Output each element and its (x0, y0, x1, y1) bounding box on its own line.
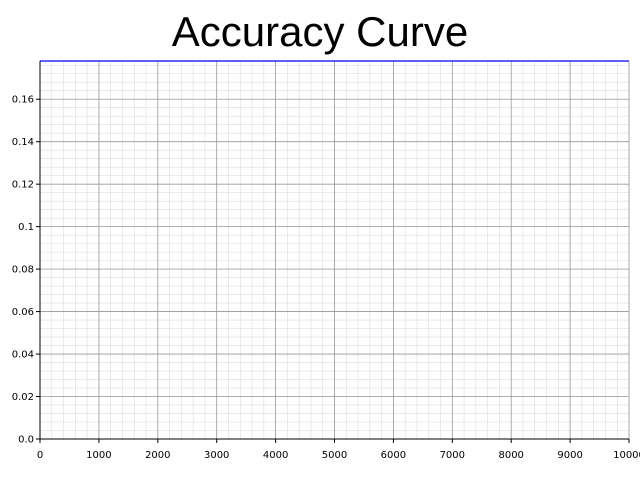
y-tick-label: 0.16 (12, 95, 34, 106)
y-tick-label: 0.12 (12, 180, 34, 191)
y-tick-label: 0.1 (18, 222, 34, 233)
y-tick-label: 0.0 (18, 435, 34, 446)
y-tick-label: 0.14 (12, 137, 34, 148)
x-tick-label: 6000 (381, 450, 406, 461)
x-tick-label: 5000 (322, 450, 347, 461)
x-tick-label: 1000 (86, 450, 111, 461)
x-tick-label: 0 (37, 450, 43, 461)
x-tick-label: 7000 (440, 450, 465, 461)
y-tick-label: 0.04 (12, 350, 34, 361)
x-tick-label: 4000 (263, 450, 288, 461)
y-tick-label: 0.08 (12, 265, 34, 276)
y-tick-label: 0.02 (12, 392, 34, 403)
major-grid (40, 61, 629, 439)
x-tick-label: 9000 (557, 450, 582, 461)
x-tick-label: 3000 (204, 450, 229, 461)
x-tick-label: 8000 (498, 450, 523, 461)
y-tick-label: 0.06 (12, 307, 34, 318)
x-tick-label: 2000 (145, 450, 170, 461)
